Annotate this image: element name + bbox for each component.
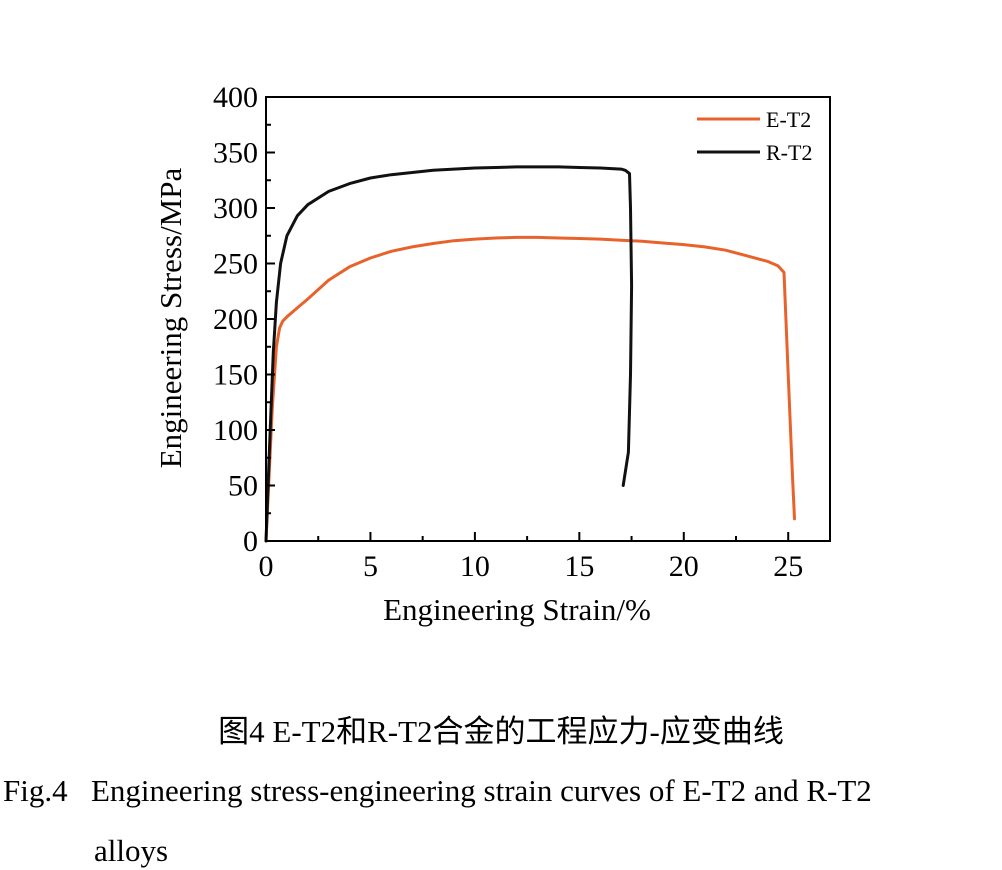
caption-english-line2: alloys (94, 833, 169, 868)
x-tick-label: 10 (460, 550, 490, 583)
series-line-r-t2 (264, 165, 634, 543)
x-axis-title: Engineering Strain/% (383, 592, 651, 627)
y-tick-label: 150 (213, 359, 258, 392)
x-tick-label: 20 (669, 550, 699, 583)
y-tick-label: 50 (228, 470, 258, 503)
y-tick-label: 350 (213, 137, 258, 170)
x-tick-label: 0 (259, 550, 274, 583)
caption-english-line1: Engineering stress-engineering strain cu… (91, 773, 872, 808)
y-tick-label: 0 (243, 525, 258, 558)
x-tick-label: 5 (363, 550, 378, 583)
legend-label-r-t2: R-T2 (766, 140, 812, 165)
legend-label-e-t2: E-T2 (766, 107, 811, 132)
series-layer (264, 165, 796, 543)
caption-figure-number: Fig.4 (3, 773, 68, 808)
y-axis-title: Engineering Stress/MPa (153, 168, 188, 469)
y-tick-label: 400 (213, 81, 258, 114)
x-tick-label: 15 (564, 550, 594, 583)
y-tick-label: 100 (213, 414, 258, 447)
y-tick-label: 250 (213, 248, 258, 281)
y-tick-label: 300 (213, 192, 258, 225)
caption-english: Fig.4 Engineering stress-engineering stra… (3, 772, 1002, 870)
series-line-e-t2 (264, 235, 796, 543)
caption-chinese: 图4 E-T2和R-T2合金的工程应力-应变曲线 (218, 714, 784, 749)
x-tick-label: 25 (773, 550, 803, 583)
legend: E-T2 R-T2 (697, 107, 812, 165)
y-tick-label: 200 (213, 303, 258, 336)
plot-frame (265, 96, 831, 542)
